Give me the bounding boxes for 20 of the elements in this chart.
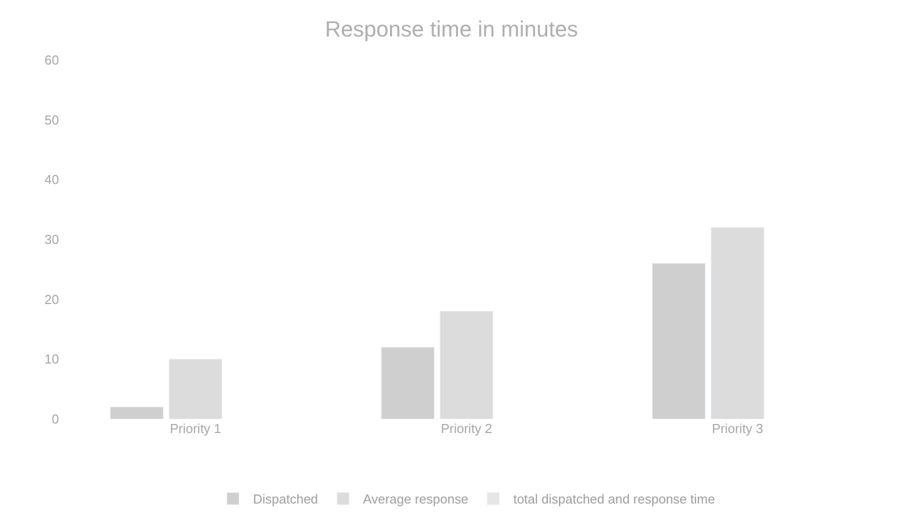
bar bbox=[710, 227, 764, 419]
y-tick-label: 20 bbox=[44, 292, 59, 307]
x-tick-label: Priority 2 bbox=[440, 421, 492, 436]
bar bbox=[381, 346, 434, 419]
x-tick-label: Priority 3 bbox=[712, 421, 764, 436]
y-tick-label: 60 bbox=[44, 52, 59, 68]
y-tick-label: 10 bbox=[44, 352, 59, 367]
legend-label: Average response bbox=[363, 492, 468, 507]
y-tick-label: 50 bbox=[44, 112, 59, 128]
legend-label: total dispatched and response time bbox=[513, 492, 715, 507]
y-tick-label: 30 bbox=[44, 232, 59, 248]
x-tick-label: Priority 1 bbox=[170, 421, 222, 436]
bar bbox=[168, 358, 222, 419]
legend-label: Dispatched bbox=[253, 492, 318, 507]
y-tick-label: 0 bbox=[52, 412, 59, 427]
bar bbox=[440, 311, 494, 419]
y-tick-label: 40 bbox=[44, 172, 59, 188]
bar bbox=[110, 406, 164, 419]
chart-title: Response time in minutes bbox=[324, 16, 578, 42]
bar bbox=[652, 263, 706, 419]
